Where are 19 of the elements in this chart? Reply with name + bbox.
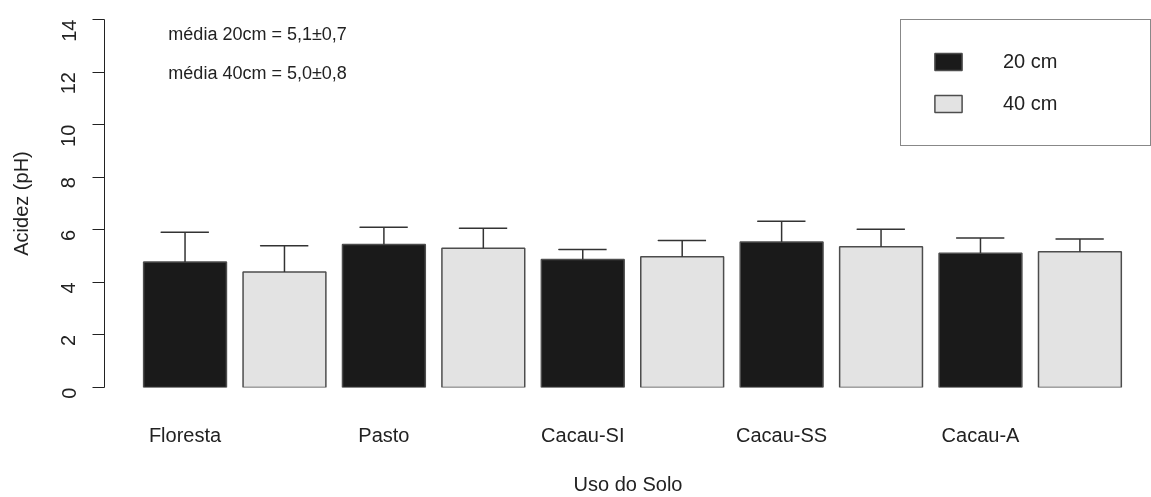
y-tick-label: 4	[57, 282, 80, 294]
y-tick-label: 6	[57, 229, 80, 241]
x-tick-label: Cacau-A	[941, 423, 1021, 446]
y-axis-title: Acidez (pH)	[9, 151, 32, 256]
x-tick-label: Floresta	[148, 423, 223, 446]
x-tick-label: Cacau-SS	[736, 423, 828, 446]
legend-label: 20 cm	[1003, 50, 1059, 73]
y-tick-label: 10	[57, 124, 80, 147]
y-tick-label: 14	[57, 19, 80, 42]
y-tick-label: 2	[57, 334, 80, 347]
x-axis-title: Uso do Solo	[573, 472, 683, 495]
annotation: média 20cm = 5,1±0,7	[168, 23, 347, 44]
y-tick-label: 12	[57, 72, 80, 95]
legend-label: 40 cm	[1003, 92, 1059, 115]
y-tick-label: 0	[57, 387, 80, 399]
annotation: média 40cm = 5,0±0,8	[168, 62, 347, 83]
x-tick-label: Cacau-SI	[541, 423, 625, 446]
y-tick-label: 8	[57, 177, 80, 189]
x-tick-label: Pasto	[358, 423, 410, 446]
